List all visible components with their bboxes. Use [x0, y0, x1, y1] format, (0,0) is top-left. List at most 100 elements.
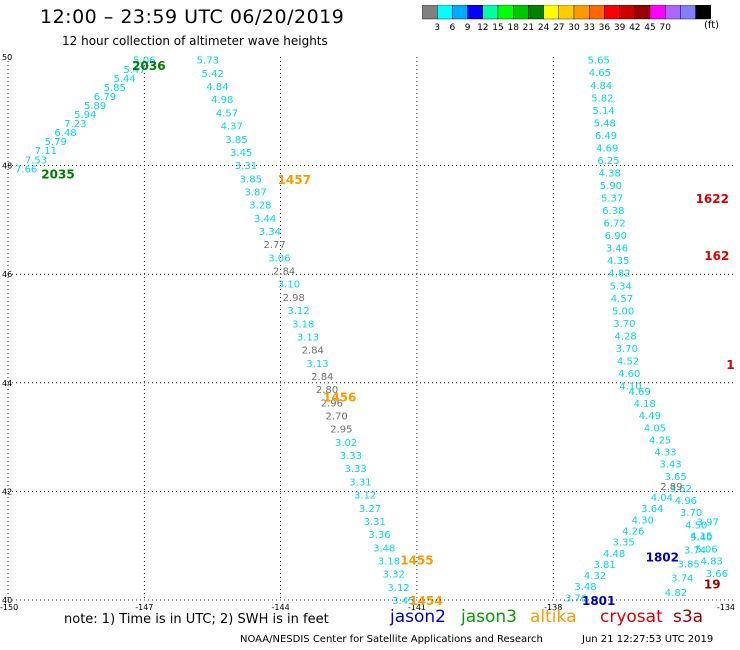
wave-height-value: 3.36 [368, 530, 390, 541]
wave-height-value: 3.18 [292, 319, 314, 330]
wave-height-value: 3.87 [244, 187, 266, 198]
wave-height-value: 5.06 [695, 545, 717, 556]
wave-height-value: 3.85 [240, 174, 262, 185]
x-tick-label: -144 [272, 603, 290, 612]
footer-credit: NOAA/NESDIS Center for Satellite Applica… [240, 634, 543, 645]
wave-height-value: 4.05 [644, 423, 666, 434]
wave-height-value: 2.95 [330, 425, 352, 436]
wave-height-value: 3.13 [306, 359, 328, 370]
wave-height-value: 3.48 [574, 582, 596, 593]
wave-height-value: 5.94 [74, 110, 96, 121]
wave-height-value: 3.97 [697, 517, 719, 528]
legend-s3a: s3a [673, 607, 704, 627]
wave-height-value: 3.74 [671, 574, 693, 585]
wave-height-value: 5.47 [123, 65, 145, 76]
wave-height-value: 5.85 [104, 83, 126, 94]
wave-height-value: 4.48 [603, 549, 625, 560]
wave-height-value: 2.84 [302, 346, 324, 357]
x-tick-label: -147 [135, 603, 153, 612]
wave-height-value: 4.37 [221, 122, 243, 133]
wave-height-value: 5.79 [45, 137, 67, 148]
color-scale-label: 36 [599, 23, 611, 33]
wave-height-value: 4.49 [639, 411, 661, 422]
wave-height-value: 4.82 [665, 588, 687, 599]
y-tick-label: 40 [2, 596, 12, 605]
wave-height-value: 3.33 [345, 464, 367, 475]
wave-height-value: 3.45 [230, 148, 252, 159]
wave-height-value: 7.53 [25, 155, 47, 166]
wave-height-value: 3.62 [670, 484, 692, 495]
data-track: 3.763.484.323.814.483.354.264.303.644.04… [565, 482, 683, 604]
wave-height-value: 5.06 [133, 56, 155, 67]
color-scale-label: 42 [629, 23, 640, 33]
wave-height-value: 3.02 [335, 438, 357, 449]
wave-height-value: 5.42 [202, 69, 224, 80]
pass-time-label: 162 [704, 249, 729, 263]
wave-height-value: 3.10 [278, 280, 300, 291]
wave-height-value: 4.33 [654, 448, 676, 459]
wave-height-value: 6.72 [603, 219, 625, 230]
wave-height-value: 3.85 [225, 135, 247, 146]
pass-time-label: 1454 [409, 594, 442, 608]
y-tick-label: 48 [2, 162, 12, 171]
wave-height-value: 4.26 [622, 526, 644, 537]
wave-height-value: 4.15 [690, 531, 712, 542]
wave-height-value: 3.65 [664, 472, 686, 483]
wave-height-value: 4.25 [649, 435, 671, 446]
wave-height-value: 5.90 [600, 181, 622, 192]
x-tick-label: -134 [717, 603, 735, 612]
color-scale-label: 24 [538, 23, 550, 33]
wave-height-value: 4.28 [614, 331, 636, 342]
wave-height-value: 5.48 [594, 118, 616, 129]
wave-height-value: 3.74 [684, 546, 706, 557]
color-scale-label: 30 [568, 23, 580, 33]
wave-height-value: 6.48 [54, 128, 76, 139]
color-scale-label: 3 [434, 23, 440, 33]
color-scale-units: (ft) [704, 20, 720, 31]
wave-height-value: 3.34 [259, 227, 281, 238]
wave-height-value: 4.18 [634, 399, 656, 410]
wave-height-value: 3.44 [254, 214, 276, 225]
wave-height-value: 5.34 [610, 281, 632, 292]
wave-height-value: 6.38 [602, 206, 624, 217]
wave-height-value: 4.52 [617, 356, 639, 367]
wave-height-value: 2.77 [264, 240, 286, 251]
wave-height-value: 3.12 [354, 491, 376, 502]
x-tick-label: -141 [408, 603, 426, 612]
wave-height-value: 4.38 [599, 168, 621, 179]
wave-height-value: 6.79 [94, 92, 116, 103]
wave-height-value: 3.31 [364, 517, 386, 528]
wave-height-value: 5.73 [197, 56, 219, 67]
wave-height-value: 5.65 [588, 56, 610, 67]
wave-height-value: 3.64 [641, 504, 663, 515]
wave-height-value: 3.32 [383, 570, 405, 581]
wave-height-value: 7.23 [64, 119, 86, 130]
legend-jason3: jason3 [461, 607, 517, 627]
color-scale-label: 15 [492, 23, 503, 33]
wave-height-value: 3.33 [340, 451, 362, 462]
x-tick-label: -150 [0, 603, 18, 612]
wave-height-value: 4.65 [589, 68, 611, 79]
pass-time-label: 1455 [400, 553, 433, 567]
wave-height-value: 4.69 [628, 387, 650, 398]
wave-height-value: 3.06 [268, 253, 290, 264]
wave-height-value: 3.12 [287, 306, 309, 317]
wave-height-value: 5.40 [690, 532, 712, 543]
color-scale-label: 70 [659, 23, 671, 33]
chart-title: 12:00 – 23:59 UTC 06/20/2019 [40, 6, 345, 28]
legend-cryosat: cryosat [600, 607, 663, 627]
wave-height-value: 5.89 [84, 101, 106, 112]
wave-height-value: 3.31 [349, 477, 371, 488]
data-track: 4.82 3.74 3.85 3.74 4.15 3.97 [665, 517, 719, 599]
wave-height-value: 3.27 [359, 504, 381, 515]
data-track: 5.73 5.42 4.84 4.98 4.57 4.37 3.85 3.45 3.31 3.85… [197, 56, 415, 607]
wave-height-value: 3.85 [678, 560, 700, 571]
wave-height-value: 7.11 [35, 146, 57, 157]
wave-height-value: 4.84 [590, 81, 612, 92]
x-tick-label: -138 [544, 603, 562, 612]
wave-height-value: 5.37 [601, 194, 623, 205]
color-scale-label: 6 [450, 23, 456, 33]
legend-altika: altika [530, 607, 577, 627]
wave-height-value: 4.82 [608, 269, 630, 280]
